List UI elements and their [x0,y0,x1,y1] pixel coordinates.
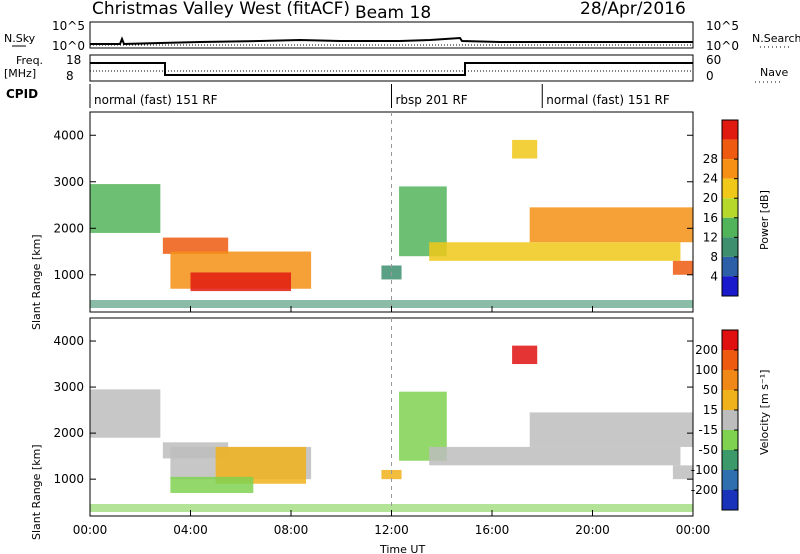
x-tick-label: 04:00 [173,523,208,537]
nsearch-label: N.Search [752,32,800,45]
x-axis-ticks: 00:00 04:00 08:00 12:00 16:00 20:00 00:00 [73,306,711,537]
colorbar-swatch [722,450,738,470]
freq-unit: [MHz] [4,67,36,80]
y-tick-label: 2000 [53,426,84,440]
data-region [381,469,402,480]
x-tick-label: 20:00 [575,523,610,537]
x-tick-label: 00:00 [73,523,108,537]
y-tick-label: 2000 [53,221,84,235]
colorbar-tick-label: -100 [691,463,718,477]
near-range-band [90,504,693,512]
colorbar-swatch [722,410,738,430]
data-region [512,139,538,159]
y-tick-label: 1000 [53,472,84,486]
colorbar-tick-label: 24 [703,172,718,186]
colorbar-swatch [722,120,738,140]
data-region [529,207,693,243]
date-title: 28/Apr/2016 [580,0,686,19]
nave-tick-bottom: 0 [706,69,714,83]
beam-title: Beam 18 [355,3,431,23]
cpid-row: normal (fast) 151 RF rbsp 201 RF normal (f… [89,84,670,108]
y-tick-label: 4000 [53,128,84,142]
colorbar-tick-label: 28 [703,152,718,166]
data-region [529,412,693,447]
colorbar-tick-label: 50 [703,383,718,397]
y-tick-label: 1000 [53,268,84,282]
colorbar-tick-label: 8 [710,250,718,264]
freq-label: Freq. [16,54,43,67]
colorbar-swatch [722,256,738,277]
freq-trace [90,62,693,76]
nsky-label: N.Sky [4,32,36,45]
noise-right-tick-bottom: 10^0 [706,39,739,53]
y-tick-label: 3000 [53,380,84,394]
data-region [90,184,161,233]
data-region [429,446,681,466]
data-region [672,465,693,480]
cpid-segment-label: normal (fast) 151 RF [546,93,670,107]
colorbar-swatch [722,237,738,257]
colorbar-tick-label: 20 [703,191,718,205]
y-tick-label: 3000 [53,175,84,189]
colorbar-swatch [722,390,738,410]
cpid-segment-label: normal (fast) 151 RF [94,93,218,107]
ylabel-power: Slant Range [km] [30,234,43,330]
colorbar-swatch [722,198,738,218]
data-region [190,272,291,292]
colorbar-swatch [722,276,738,296]
cpid-segment-label: rbsp 201 RF [396,93,468,107]
nave-tick-top: 60 [706,53,721,67]
noise-left-tick-bottom: 10^0 [52,39,85,53]
colorbar-tick-label: 100 [695,363,718,377]
x-tick-label: 16:00 [475,523,510,537]
xlabel: Time UT [379,543,425,554]
data-region [162,237,229,254]
colorbar-swatch [722,490,738,510]
colorbar-tick-label: -200 [691,483,718,497]
colorbar-tick-label: -15 [698,423,718,437]
colorbar-swatch [722,139,738,160]
cpid-label: CPID [6,87,38,101]
velocity-panel: 1000 2000 3000 4000 200 100 50 15 -15 -50 -100 -200 [53,317,739,517]
colorbar-tick-label: -50 [698,443,718,457]
power-panel: 1000 2000 3000 4000 4 8 12 16 20 24 28 [53,111,739,313]
colorbar-swatch [722,370,738,390]
colorbar-swatch [722,178,738,199]
colorbar-tick-label: 15 [703,403,718,417]
radar-title: Christmas Valley West (fitACF) [92,0,350,19]
colorbar-swatch [722,470,738,490]
colorbar-frame [721,329,739,511]
nave-label: Nave [760,66,788,79]
colorbar-tick-label: 12 [703,230,718,244]
y-tick-label: 4000 [53,334,84,348]
x-tick-label: 12:00 [374,523,409,537]
freq-tick-bottom: 8 [66,69,74,83]
nsky-trace [90,36,693,46]
data-region [429,242,681,261]
colorbar-velocity-label: Velocity [m s⁻¹] [758,370,771,455]
freq-tick-top: 18 [66,53,81,67]
x-tick-label: 08:00 [274,523,309,537]
colorbar-tick-label: 16 [703,211,718,225]
data-region [512,345,538,365]
colorbar-frame [721,119,739,297]
data-region [672,260,693,275]
data-region [90,389,161,438]
colorbar-tick-label: 4 [710,269,718,283]
colorbar-swatch [722,330,738,350]
noise-right-tick-top: 10^5 [706,19,739,33]
ylabel-velocity: Slant Range [km] [30,444,43,540]
noise-panel-frame [89,21,694,49]
data-region [170,476,254,493]
x-tick-label: 00:00 [676,523,711,537]
colorbar-tick-label: 200 [695,343,718,357]
colorbar-swatch [722,430,738,450]
colorbar-swatch [722,217,738,238]
colorbar-swatch [722,350,738,370]
noise-left-tick-top: 10^5 [52,19,85,33]
colorbar-swatch [722,159,738,179]
colorbar-power-label: Power [dB] [758,190,771,250]
freq-panel-frame [89,54,694,82]
